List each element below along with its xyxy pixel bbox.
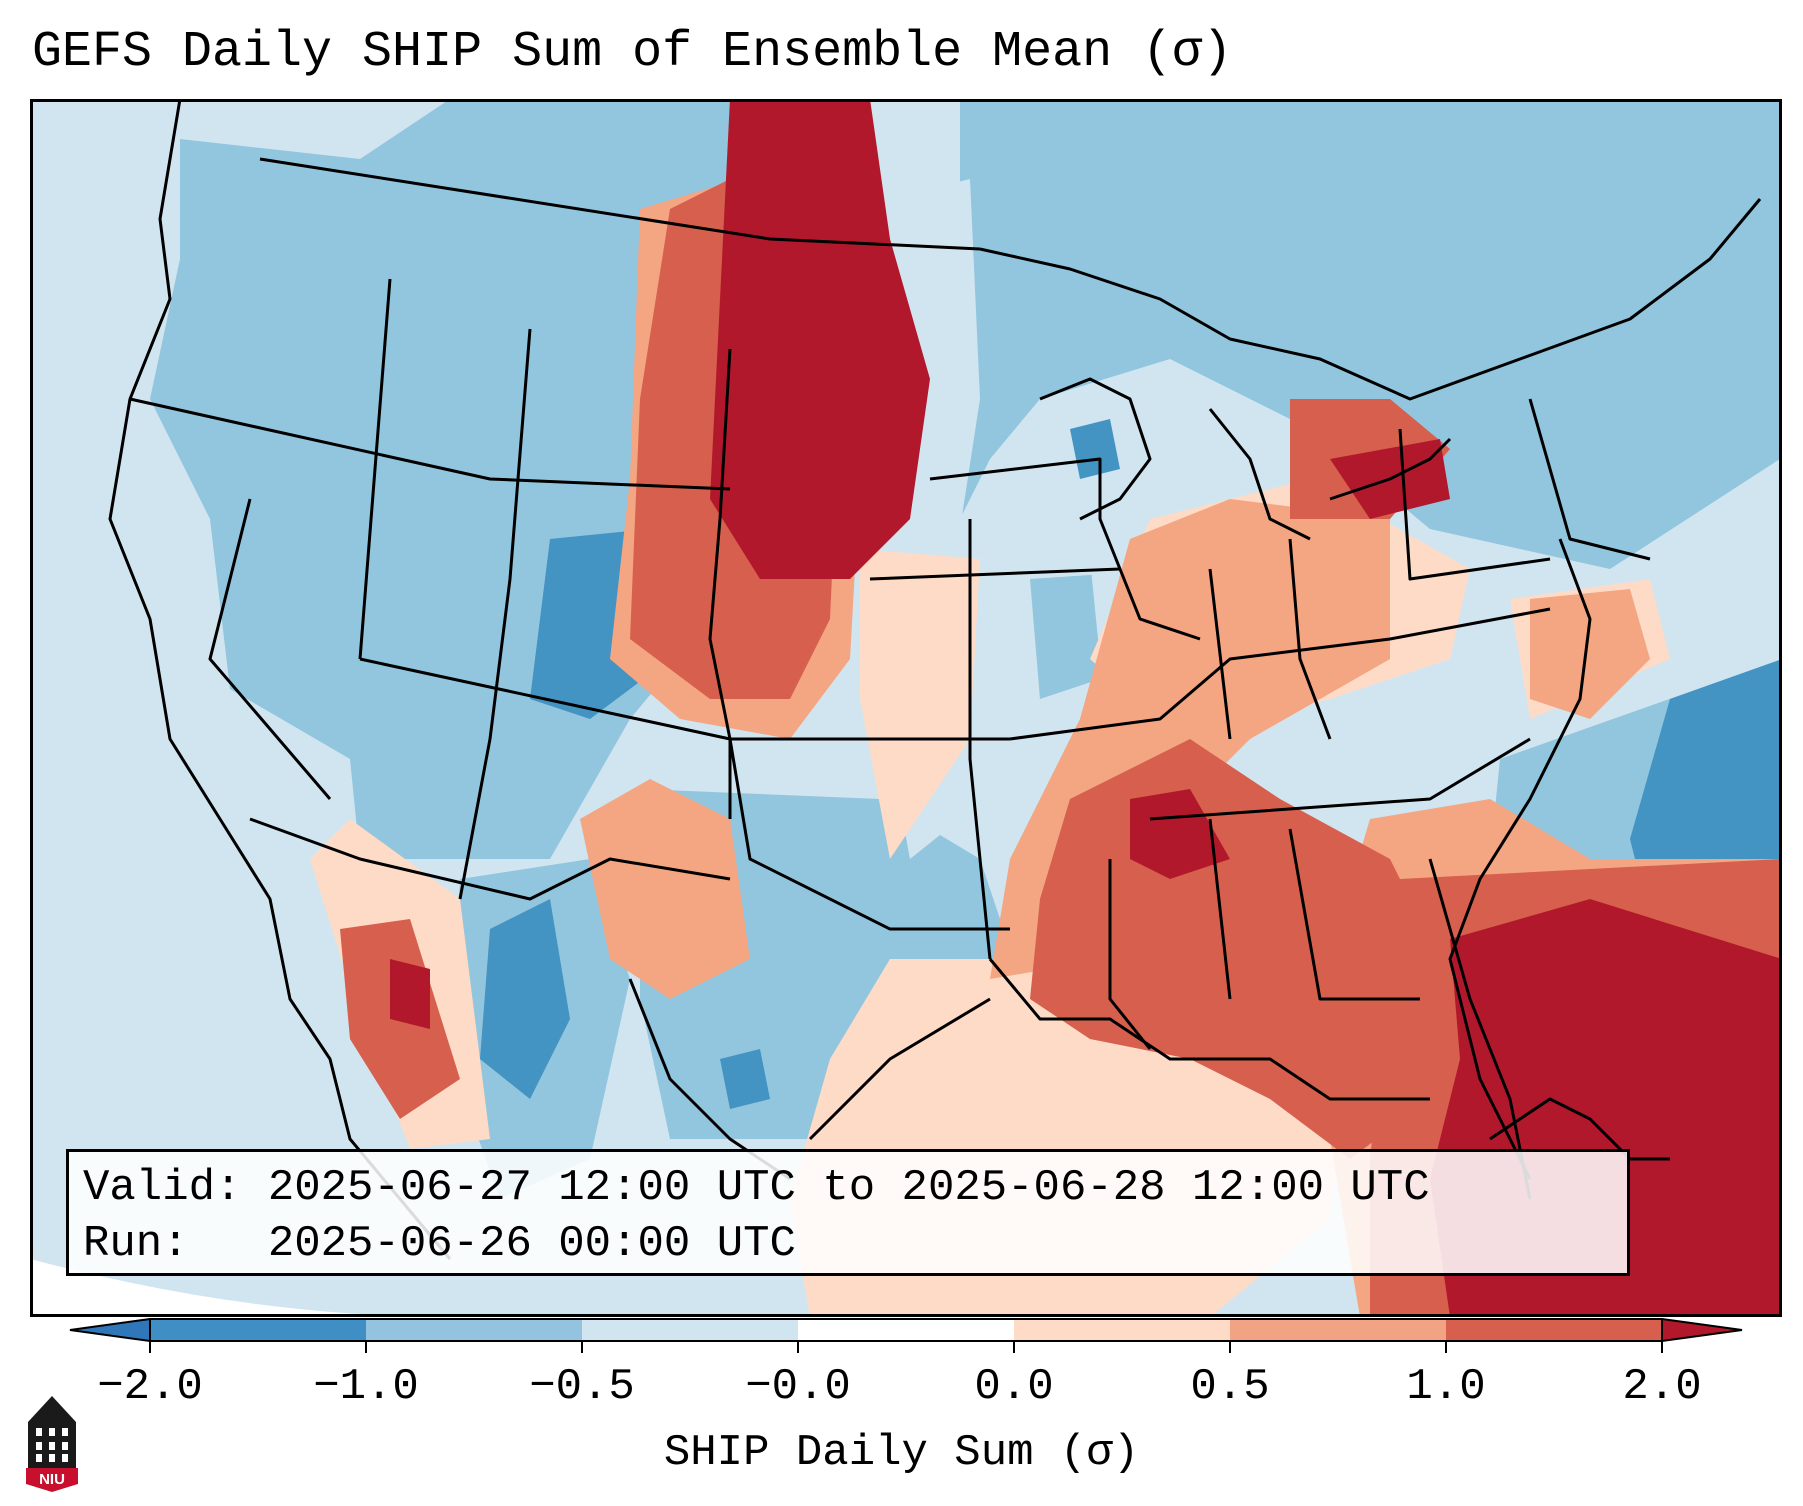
colorbar-tick-label: 0.5 bbox=[1190, 1362, 1270, 1412]
colorbar-tick-label: 1.0 bbox=[1406, 1362, 1486, 1412]
valid-time-text: Valid: 2025-06-27 12:00 UTC to 2025-06-2… bbox=[83, 1163, 1430, 1213]
colorbar bbox=[69, 1318, 1743, 1353]
colorbar-tick-label: −0.0 bbox=[745, 1362, 851, 1412]
colorbar-tick-label: −0.5 bbox=[529, 1362, 635, 1412]
niu-text: NIU bbox=[39, 1471, 65, 1488]
colorbar-segment bbox=[366, 1319, 583, 1341]
colorbar-tick-label: 2.0 bbox=[1622, 1362, 1702, 1412]
colorbar-segment bbox=[1014, 1319, 1231, 1341]
colorbar-extend-high bbox=[1661, 1318, 1743, 1343]
colorbar-tick-label: 0.0 bbox=[974, 1362, 1054, 1412]
domain-edge-bottom-left bbox=[30, 1259, 450, 1317]
colorbar-segment bbox=[798, 1319, 1015, 1341]
colorbar-label: SHIP Daily Sum (σ) bbox=[663, 1428, 1140, 1478]
valid-run-info-box: Valid: 2025-06-27 12:00 UTC to 2025-06-2… bbox=[66, 1149, 1630, 1276]
colorbar-segment bbox=[582, 1319, 799, 1341]
state-borders bbox=[108, 99, 1762, 1260]
map-title: GEFS Daily SHIP Sum of Ensemble Mean (σ) bbox=[32, 24, 1233, 81]
colorbar-segment bbox=[1446, 1319, 1663, 1341]
colorbar-segment bbox=[1230, 1319, 1447, 1341]
run-time-text: Run: 2025-06-26 00:00 UTC bbox=[83, 1219, 796, 1269]
colorbar-tick-label: −2.0 bbox=[97, 1362, 203, 1412]
colorbar-tick-label: −1.0 bbox=[313, 1362, 419, 1412]
niu-logo: NIU bbox=[26, 1396, 78, 1492]
colorbar-extend-low bbox=[69, 1318, 151, 1343]
map-frame bbox=[30, 99, 1782, 1317]
colorbar-segment bbox=[150, 1319, 367, 1341]
map-panel[interactable] bbox=[30, 99, 1782, 1317]
coastline bbox=[1039, 377, 1670, 1180]
niu-shield bbox=[26, 1468, 78, 1492]
